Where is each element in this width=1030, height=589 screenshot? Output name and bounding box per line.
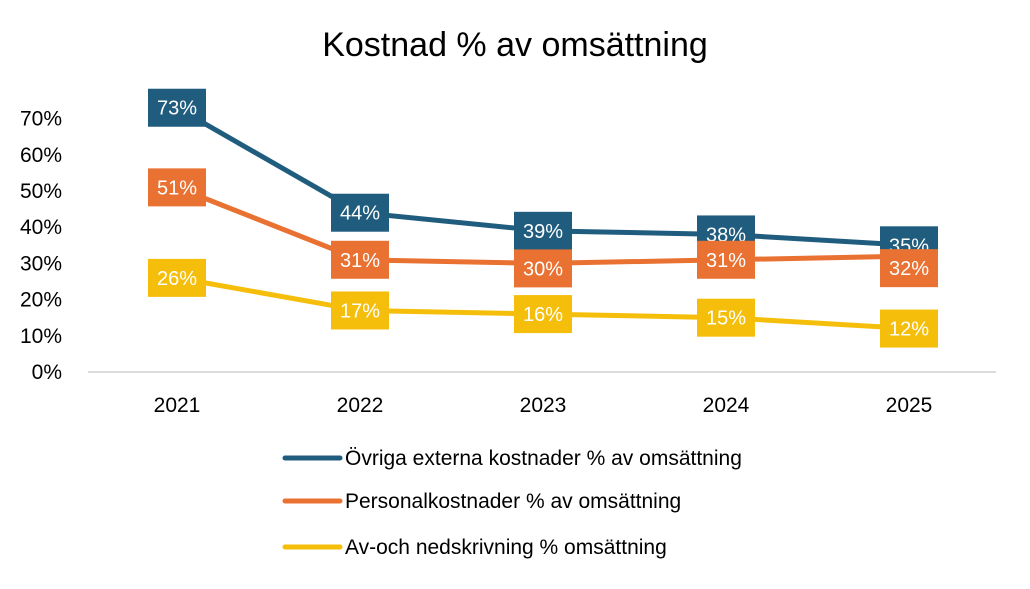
y-tick-label: 30%	[20, 252, 62, 275]
x-tick-label: 2021	[154, 394, 201, 417]
data-label-text: 31%	[706, 250, 746, 272]
data-label: 17%	[331, 291, 389, 330]
legend-label: Övriga externa kostnader % av omsättning	[345, 447, 742, 470]
data-label-text: 12%	[889, 319, 929, 341]
data-label: 30%	[514, 249, 572, 288]
data-label-text: 17%	[340, 300, 380, 322]
legend: Övriga externa kostnader % av omsättning…	[282, 447, 742, 559]
legend-label: Av-och nedskrivning % omsättning	[345, 536, 667, 559]
data-label-text: 30%	[523, 258, 563, 280]
data-label-text: 15%	[706, 308, 746, 330]
data-label: 44%	[331, 193, 389, 232]
data-label-box	[331, 193, 389, 232]
data-label-box	[514, 249, 572, 288]
y-tick-label: 0%	[32, 361, 62, 384]
data-label-text: 26%	[157, 268, 197, 290]
data-labels: 73%44%39% 38% 35%51%31% 30% 31% 32%26%17% 16% 1…	[148, 88, 938, 348]
legend-item: Övriga externa kostnader % av omsättning	[282, 447, 742, 470]
y-axis: 0% 10% 20% 30% 40% 50% 60% 70%	[20, 108, 62, 384]
data-label-text: 44%	[340, 203, 380, 225]
data-label: 31%	[331, 240, 389, 279]
data-label-text: 31%	[340, 250, 380, 272]
data-label-box	[514, 211, 572, 250]
y-tick-label: 10%	[20, 325, 62, 348]
data-label: 32%	[880, 249, 938, 288]
data-label: 39%	[514, 211, 572, 250]
data-label: 73%	[148, 88, 206, 127]
y-tick-label: 40%	[20, 216, 62, 239]
data-label-box	[880, 309, 938, 348]
data-label: 51%	[148, 168, 206, 207]
data-label-text: 32%	[889, 258, 929, 280]
legend-item: Personalkostnader % av omsättning	[282, 490, 681, 513]
data-label-box	[880, 249, 938, 288]
data-label-text: 51%	[157, 177, 197, 199]
data-label-box	[331, 240, 389, 279]
x-tick-label: 2024	[703, 394, 750, 417]
data-label-text: 16%	[523, 304, 563, 326]
data-label: 31%	[697, 240, 755, 279]
data-label-text: 39%	[523, 221, 563, 243]
y-tick-label: 50%	[20, 180, 62, 203]
y-tick-label: 20%	[20, 289, 62, 312]
data-label-box	[331, 291, 389, 330]
data-label-box	[514, 295, 572, 334]
data-label-text: 73%	[157, 98, 197, 120]
x-tick-label: 2023	[520, 394, 567, 417]
data-label: 15%	[697, 298, 755, 337]
legend-item: Av-och nedskrivning % omsättning	[282, 536, 667, 559]
data-label-box	[148, 88, 206, 127]
chart-title: Kostnad % av omsättning	[322, 26, 708, 64]
data-label-box	[697, 298, 755, 337]
data-label-box	[697, 240, 755, 279]
y-tick-label: 70%	[20, 108, 62, 131]
data-label: 12%	[880, 309, 938, 348]
legend-label: Personalkostnader % av omsättning	[345, 490, 681, 513]
data-label-box	[148, 258, 206, 297]
data-label: 26%	[148, 258, 206, 297]
x-tick-label: 2025	[886, 394, 933, 417]
y-tick-label: 60%	[20, 144, 62, 167]
x-axis: 2021 2022 2023 2024 2025	[154, 394, 933, 417]
data-label: 16%	[514, 295, 572, 334]
x-tick-label: 2022	[337, 394, 384, 417]
data-label-box	[148, 168, 206, 207]
